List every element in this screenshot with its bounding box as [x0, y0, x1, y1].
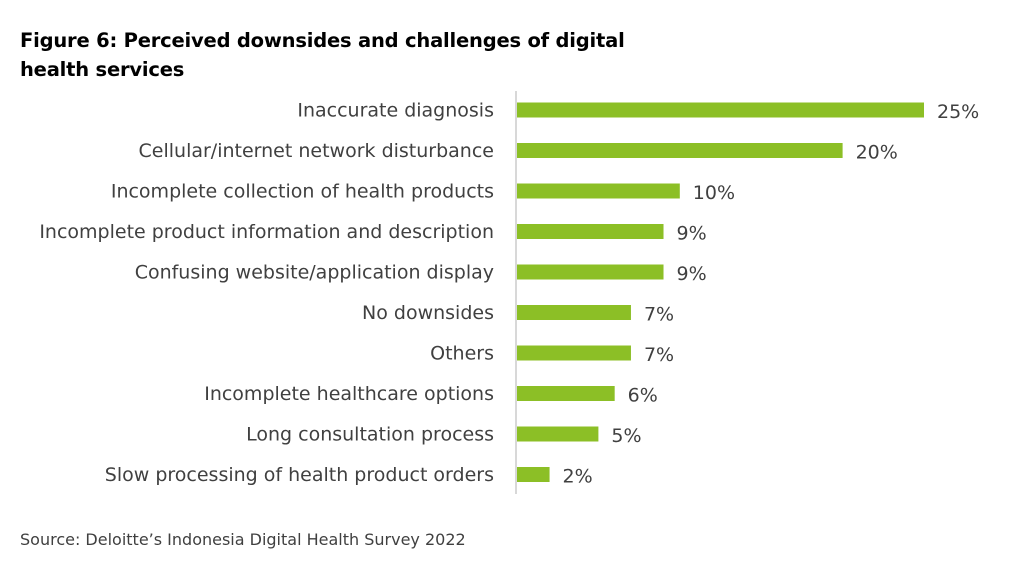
value-label: 7% — [644, 304, 674, 326]
value-label: 7% — [644, 344, 674, 366]
chart-title: Figure 6: Perceived downsides and challe… — [20, 29, 625, 81]
value-label: 6% — [628, 385, 658, 407]
category-label: Incomplete product information and descr… — [39, 221, 494, 243]
category-label: Incomplete collection of health products — [111, 181, 494, 203]
category-label: Long consultation process — [246, 424, 494, 446]
bar — [517, 386, 615, 401]
bar — [517, 102, 924, 118]
value-labels-group: 25%20%10%9%9%7%7%6%5%2% — [563, 101, 980, 488]
value-label: 5% — [611, 425, 641, 447]
source-note: Source: Deloitte’s Indonesia Digital Hea… — [20, 530, 466, 549]
bar — [517, 467, 550, 482]
bar — [517, 426, 599, 442]
bar — [517, 183, 680, 199]
bar — [517, 264, 664, 280]
category-label: Slow processing of health product orders — [105, 464, 494, 486]
category-label: Inaccurate diagnosis — [297, 100, 494, 122]
category-label: Incomplete healthcare options — [204, 383, 494, 405]
bar — [517, 143, 843, 158]
category-label: Cellular/internet network disturbance — [139, 140, 494, 162]
value-label: 2% — [563, 466, 593, 488]
category-label: Others — [430, 343, 494, 365]
bar — [517, 224, 664, 239]
value-label: 9% — [677, 263, 707, 285]
category-label: No downsides — [362, 302, 494, 324]
category-labels-group: Inaccurate diagnosis Cellular/internet ne… — [39, 100, 494, 487]
value-label: 20% — [856, 142, 898, 164]
value-label: 9% — [677, 223, 707, 245]
value-label: 10% — [693, 182, 735, 204]
bars-group — [517, 102, 924, 482]
bar — [517, 305, 631, 320]
bar — [517, 345, 631, 361]
category-label: Confusing website/application display — [135, 262, 494, 284]
value-label: 25% — [937, 101, 979, 123]
